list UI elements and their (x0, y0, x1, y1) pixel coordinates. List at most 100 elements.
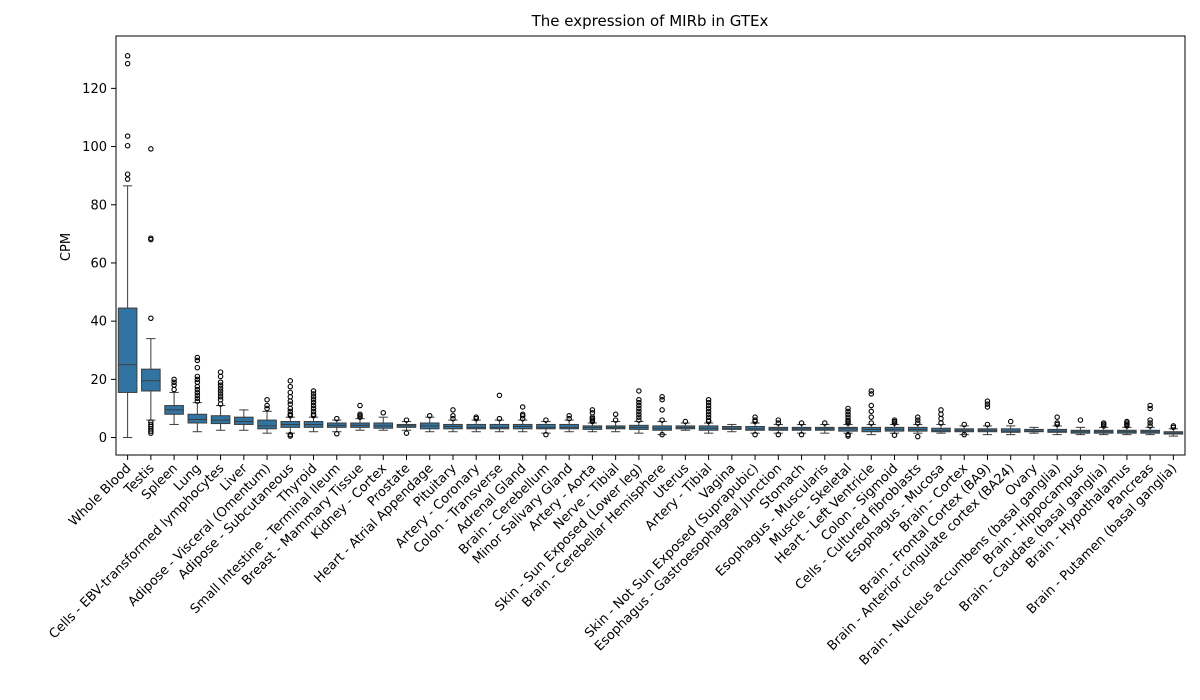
box-25 (675, 418, 696, 431)
outlier-point (450, 415, 456, 422)
outlier-point (845, 414, 851, 420)
y-tick-label: 120 (82, 82, 107, 97)
outlier-point (194, 373, 201, 380)
outlier-point (148, 421, 154, 428)
outlier-point (124, 171, 131, 177)
y-axis-label: CPM (59, 233, 74, 261)
box-27 (722, 423, 742, 433)
box-15 (443, 407, 463, 433)
y-tick-label: 20 (90, 373, 107, 388)
outlier-point (845, 411, 851, 418)
outlier-point (148, 419, 154, 425)
outlier-point (636, 388, 642, 394)
outlier-point (636, 402, 642, 409)
outlier-point (310, 411, 317, 418)
box-40 (1024, 426, 1044, 434)
box-33 (861, 388, 882, 436)
outlier-point (217, 394, 224, 400)
box-35 (907, 414, 928, 440)
outlier-point (171, 379, 177, 386)
outlier-point (124, 142, 131, 149)
outlier-point (124, 53, 131, 59)
y-tick-label: 100 (82, 140, 107, 155)
outlier-point (194, 392, 201, 399)
box-39 (1000, 418, 1021, 436)
outlier-point (403, 417, 410, 423)
box-13 (396, 417, 417, 436)
plot-area (117, 53, 1184, 440)
outlier-point (984, 401, 991, 407)
outlier-point (287, 431, 294, 438)
box-iqr (141, 368, 161, 392)
outlier-point (636, 417, 642, 423)
outlier-point (845, 408, 851, 415)
outlier-point (914, 433, 921, 440)
outlier-point (287, 401, 294, 407)
outlier-point (891, 432, 898, 438)
outlier-point (752, 431, 758, 438)
outlier-point (961, 431, 967, 438)
box-10 (326, 415, 347, 437)
outlier-point (1054, 420, 1060, 426)
outlier-point (566, 412, 572, 419)
outlier-point (589, 410, 596, 416)
outlier-point (1054, 414, 1060, 420)
outlier-point (124, 176, 131, 182)
outlier-point (798, 431, 805, 438)
outlier-point (403, 430, 410, 436)
outlier-point (752, 414, 758, 420)
box-iqr (559, 423, 579, 430)
box-24 (652, 394, 672, 438)
outlier-point (775, 420, 782, 426)
outlier-point (984, 404, 991, 410)
box-46 (1163, 423, 1184, 437)
outlier-point (148, 235, 154, 241)
outlier-point (519, 411, 526, 418)
outlier-point (264, 402, 270, 409)
outlier-point (287, 378, 294, 384)
outlier-point (914, 417, 921, 423)
outlier-point (1077, 417, 1084, 423)
outlier-point (845, 431, 851, 438)
box-44 (1117, 418, 1137, 436)
outlier-point (264, 396, 270, 403)
outlier-point (1147, 405, 1153, 412)
box-14 (419, 412, 440, 433)
outlier-point (287, 383, 294, 390)
plot-frame (115, 35, 1186, 456)
outlier-point (194, 386, 201, 393)
outlier-point (194, 395, 201, 402)
outlier-point (124, 133, 131, 139)
outlier-point (310, 388, 317, 394)
outlier-point (868, 402, 875, 409)
outlier-point (938, 411, 944, 418)
outlier-point (217, 385, 224, 391)
outlier-point (612, 417, 619, 423)
outlier-point (636, 414, 642, 420)
outlier-point (217, 396, 224, 403)
outlier-point (543, 417, 549, 423)
box-28 (745, 414, 765, 438)
outlier-point (287, 411, 294, 418)
box-iqr (234, 416, 254, 425)
outlier-point (310, 394, 317, 400)
box-43 (1093, 420, 1114, 436)
box-20 (559, 412, 579, 433)
outlier-point (775, 431, 782, 438)
box-23 (629, 388, 649, 434)
outlier-point (798, 420, 805, 426)
outlier-point (705, 402, 712, 409)
outlier-point (310, 402, 317, 409)
outlier-point (334, 415, 340, 422)
outlier-point (566, 415, 572, 422)
box-32 (838, 405, 858, 439)
outlier-point (194, 357, 201, 364)
box-8 (280, 378, 301, 439)
outlier-point (380, 410, 386, 416)
outlier-point (194, 389, 201, 396)
box-22 (605, 411, 626, 433)
outlier-point (287, 389, 294, 396)
outlier-point (287, 398, 294, 404)
outlier-point (845, 417, 851, 423)
